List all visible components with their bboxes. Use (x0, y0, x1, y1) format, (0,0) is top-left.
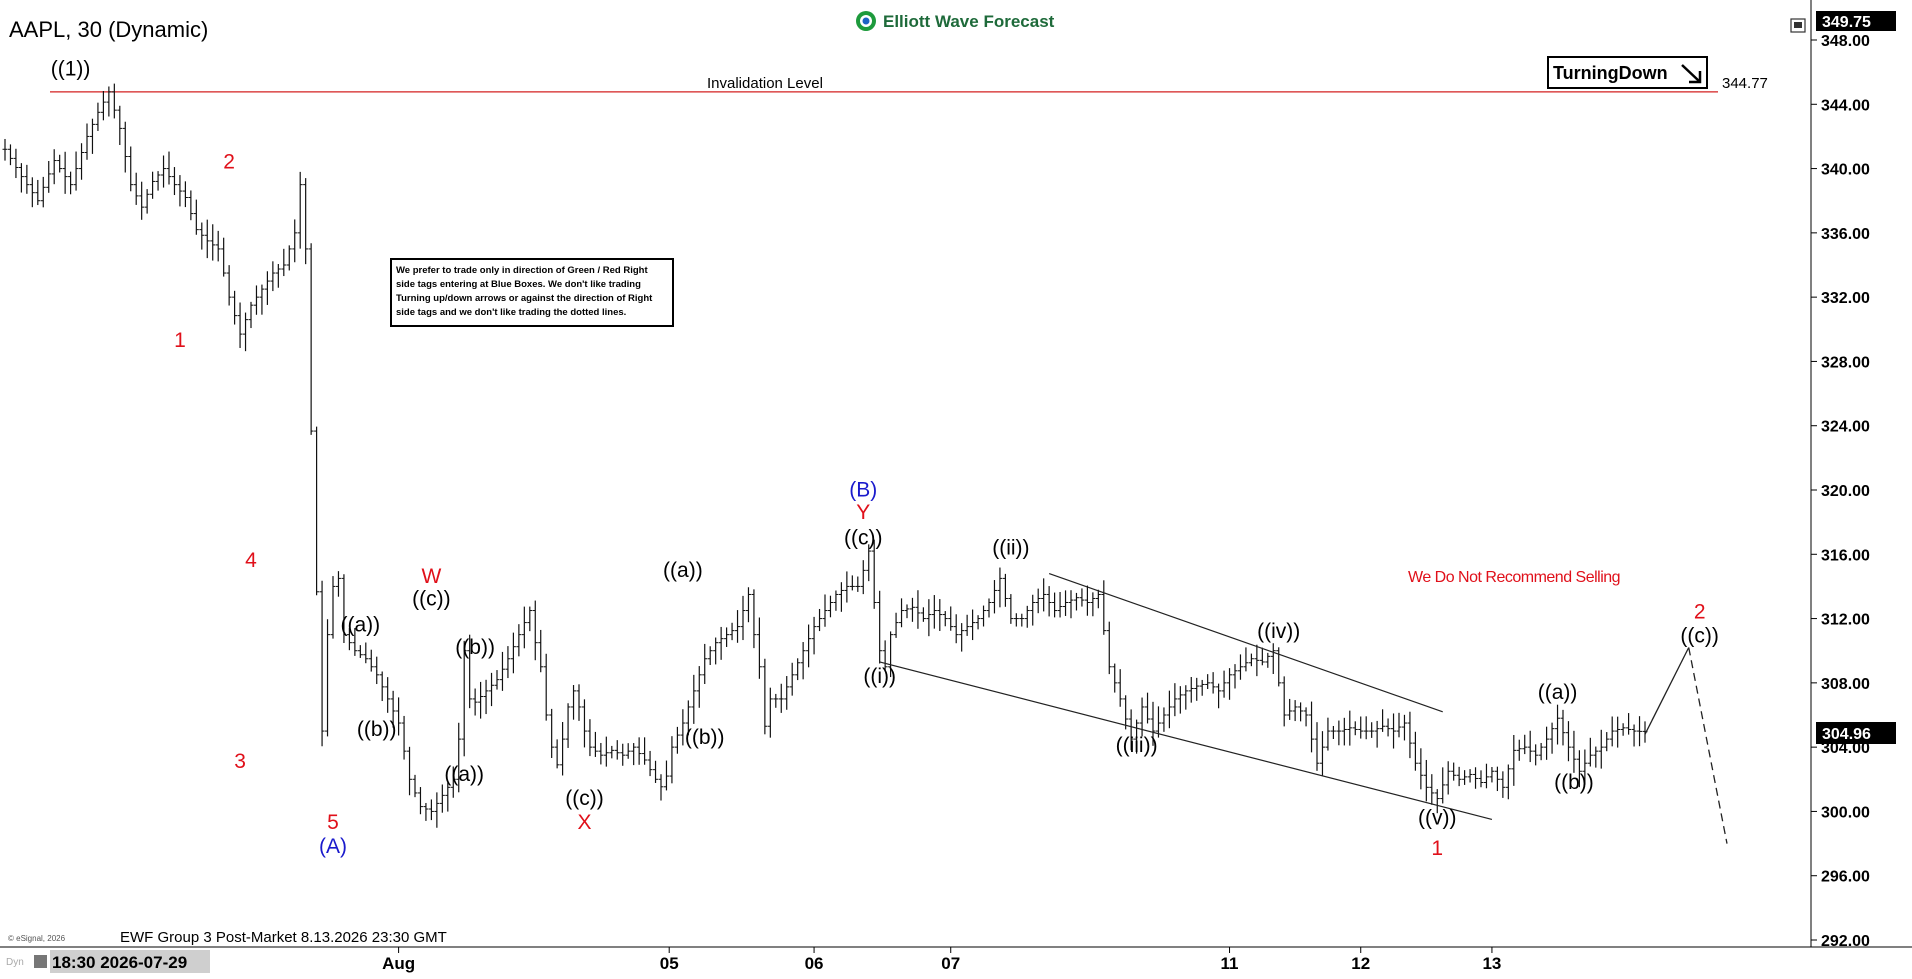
wave-label: ((c)) (565, 787, 603, 810)
y-tick-label: 328.00 (1821, 354, 1870, 371)
cursor-date: 18:30 2026-07-29 (52, 953, 187, 972)
brand-name: Elliott Wave Forecast (883, 12, 1055, 31)
wave-label: ((c)) (844, 527, 882, 550)
y-tick-label: 300.00 (1821, 804, 1870, 821)
copyright: © eSignal, 2026 (8, 934, 66, 943)
time-axis: Aug 05 06 07 11 12 13 (382, 947, 1501, 973)
wave-label: ((c)) (412, 588, 450, 611)
y-tick-label: 336.00 (1821, 226, 1870, 243)
wave-label: ((a)) (444, 763, 484, 786)
x-tick-label: 05 (660, 954, 679, 973)
wave-label: ((b)) (357, 718, 397, 741)
top-price-tag: 349.75 (1816, 11, 1896, 31)
wave-label: 1 (1431, 837, 1443, 860)
symbol-title: AAPL, 30 (Dynamic) (9, 17, 208, 42)
wave-label: ((c)) (1680, 625, 1718, 648)
wave-label: ((1)) (51, 57, 91, 80)
y-tick-label: 312.00 (1821, 612, 1870, 629)
wave-label: W (421, 565, 441, 588)
scroll-handle[interactable] (34, 955, 47, 968)
wave-label: (B) (849, 478, 877, 501)
disclaimer-line-4: side tags and we don't like trading the … (396, 307, 626, 318)
wave-label: 3 (234, 750, 246, 773)
price-axis: 348.00 344.00 340.00 336.00 332.00 328.00 324.… (1811, 33, 1870, 950)
wedge-channel-layer (879, 573, 1493, 821)
wave-label: ((a)) (1538, 681, 1578, 704)
footer-note: EWF Group 3 Post-Market 8.13.2026 23:30 … (120, 929, 447, 946)
last-price-tag: 304.96 (1816, 722, 1896, 744)
projection-solid-line (1644, 647, 1690, 735)
turning-down-tag: TurningDown (1547, 56, 1708, 89)
disclaimer-line-2: side tags entering at Blue Boxes. We don… (396, 279, 641, 290)
wave-label: 2 (1694, 601, 1706, 624)
projection-dashed-line (1688, 647, 1728, 844)
down-right-arrow-icon (1681, 64, 1702, 84)
restore-window-icon[interactable] (1790, 18, 1806, 33)
recommendation-text: We Do Not Recommend Selling (1408, 569, 1620, 586)
y-tick-label: 304.00 (1821, 740, 1870, 757)
y-tick-label: 344.00 (1821, 97, 1870, 114)
y-tick-label: 340.00 (1821, 162, 1870, 179)
disclaimer-line-1: We prefer to trade only in direction of … (396, 265, 648, 276)
channel-line-2 (1048, 573, 1443, 713)
wave-label: ((b)) (455, 636, 495, 659)
cursor-date-tag: 18:30 2026-07-29 (50, 950, 210, 973)
y-tick-label: 332.00 (1821, 290, 1870, 307)
wave-label: 4 (245, 549, 257, 572)
x-tick-label: Aug (382, 954, 415, 973)
wave-label: (A) (319, 835, 347, 858)
wave-label: ((b)) (1554, 771, 1594, 794)
wave-label: ((iv)) (1257, 620, 1300, 643)
channel-line-1 (879, 661, 1493, 821)
y-tick-label: 348.00 (1821, 33, 1870, 50)
wave-label: Y (856, 501, 870, 524)
wave-label: ((v)) (1418, 806, 1456, 829)
y-tick-label: 316.00 (1821, 547, 1870, 564)
projection-layer (1644, 647, 1728, 844)
trading-disclaimer-box: We prefer to trade only in direction of … (390, 258, 674, 327)
x-tick-label: 13 (1482, 954, 1501, 973)
y-tick-label: 292.00 (1821, 933, 1870, 950)
wave-label: X (577, 811, 591, 834)
x-tick-label: 06 (805, 954, 824, 973)
y-tick-label: 320.00 (1821, 483, 1870, 500)
turning-tag-label: TurningDown (1553, 63, 1668, 83)
brand-logo: Elliott Wave Forecast (856, 11, 1055, 31)
x-tick-label: 07 (941, 954, 960, 973)
x-tick-label: 11 (1221, 954, 1239, 973)
y-tick-label: 308.00 (1821, 676, 1870, 693)
y-tick-label: 296.00 (1821, 869, 1870, 886)
disclaimer-line-3: Turning up/down arrows or against the di… (396, 293, 653, 304)
last-price-value: 304.96 (1822, 726, 1871, 743)
wave-labels-layer: ((1))21345(A)((a))((b))W((c))((b))((a))(… (51, 57, 1719, 859)
wave-label: ((a)) (663, 559, 703, 582)
wave-label: ((i)) (863, 665, 896, 688)
price-series-layer (2, 83, 1648, 828)
wave-label: 2 (223, 151, 235, 174)
top-price-value: 349.75 (1822, 14, 1871, 31)
dyn-indicator: Dyn (6, 957, 24, 968)
wave-label: ((iii)) (1116, 734, 1158, 757)
invalidation-label: Invalidation Level (707, 75, 823, 92)
y-tick-label: 324.00 (1821, 419, 1870, 436)
wave-label: 5 (327, 811, 339, 834)
x-tick-label: 12 (1351, 954, 1370, 973)
wave-label: 1 (174, 329, 186, 352)
wave-label: ((b)) (685, 726, 725, 749)
wave-label: ((ii)) (992, 536, 1029, 559)
invalidation-value-label: 344.77 (1722, 75, 1768, 92)
wave-label: ((a)) (341, 613, 381, 636)
